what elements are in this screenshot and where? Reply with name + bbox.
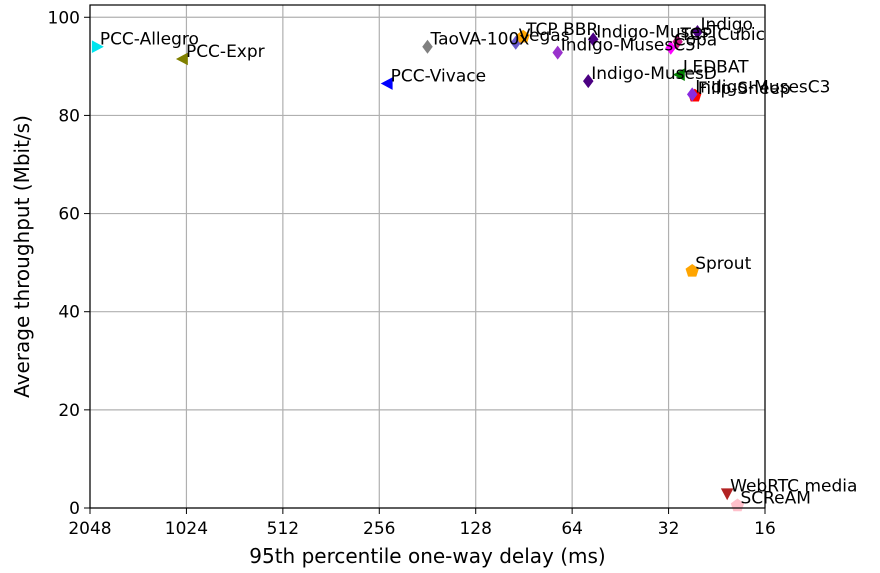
point-pcc-expr	[175, 52, 188, 66]
label-indigo-musesc3: Indigo-MusesC3	[695, 77, 830, 97]
axis-ticks: 2048 1024 512 256 128 64 32 16 0 20 40 60 80 100	[48, 8, 776, 539]
y-tick-label: 100	[48, 8, 80, 28]
x-tick-label: 256	[363, 519, 395, 539]
y-tick-label: 0	[69, 499, 80, 519]
point-tcp-bbr	[516, 29, 530, 43]
y-axis-label: Average throughput (Mbit/s)	[10, 115, 34, 398]
x-tick-label: 512	[267, 519, 299, 539]
label-tcp-bbr: TCP BBR	[525, 20, 598, 40]
y-tick-label: 60	[58, 205, 80, 225]
label-scream: SCReAM	[740, 489, 810, 509]
label-indigo-musesc5: Indigo-MusesC5	[561, 36, 696, 56]
point-indigo-musesd	[583, 74, 594, 89]
label-vegas: Vegas	[519, 26, 570, 46]
point-tcp-cubic	[672, 34, 683, 49]
x-tick-label: 128	[459, 519, 491, 539]
y-tick-label: 40	[58, 303, 80, 323]
point-pcc-allegro	[91, 40, 104, 54]
x-tick-label: 32	[658, 519, 680, 539]
label-ledbat: LEDBAT	[683, 58, 749, 78]
point-indigo	[692, 24, 703, 39]
x-axis-label: 95th percentile one-way delay (ms)	[249, 544, 605, 568]
x-tick-label: 1024	[165, 519, 208, 539]
x-tick-label: 2048	[68, 519, 111, 539]
label-copa: Copa	[674, 31, 717, 51]
plot-frame	[89, 4, 766, 509]
label-indigo-musesd: Indigo-MusesD	[591, 64, 717, 84]
label-taova-100x: TaoVA-100x	[430, 30, 530, 50]
point-indigo-musesc5	[552, 45, 563, 60]
label-indigo: Indigo	[700, 15, 753, 35]
label-pcc-expr: PCC-Expr	[186, 42, 265, 62]
y-tick-label: 80	[58, 106, 80, 126]
point-pcc-vivace	[380, 77, 393, 90]
data-points	[91, 24, 745, 512]
point-copa	[665, 40, 677, 55]
label-pcc-allegro: PCC-Allegro	[100, 30, 199, 50]
label-sprout: Sprout	[695, 254, 751, 274]
point-sprout	[685, 263, 699, 277]
label-indigo-musest: Indigo-MusesT	[596, 22, 720, 42]
y-tick-label: 20	[58, 401, 80, 421]
label-webrtc-media: WebRTC media	[730, 476, 857, 496]
label-tcp-cubic: TCP Cubic	[680, 25, 765, 45]
x-tick-label: 64	[561, 519, 583, 539]
label-pcc-vivace: PCC-Vivace	[391, 67, 486, 87]
label-fillp-sheep: Fillp-Sheep	[698, 79, 791, 99]
point-indigo-musesc3	[686, 87, 698, 102]
point-ledbat	[672, 68, 685, 81]
point-taova-100x	[422, 39, 433, 54]
point-indigo-musest	[587, 32, 599, 47]
x-tick-label: 16	[754, 519, 776, 539]
point-webrtc-media	[720, 488, 734, 501]
